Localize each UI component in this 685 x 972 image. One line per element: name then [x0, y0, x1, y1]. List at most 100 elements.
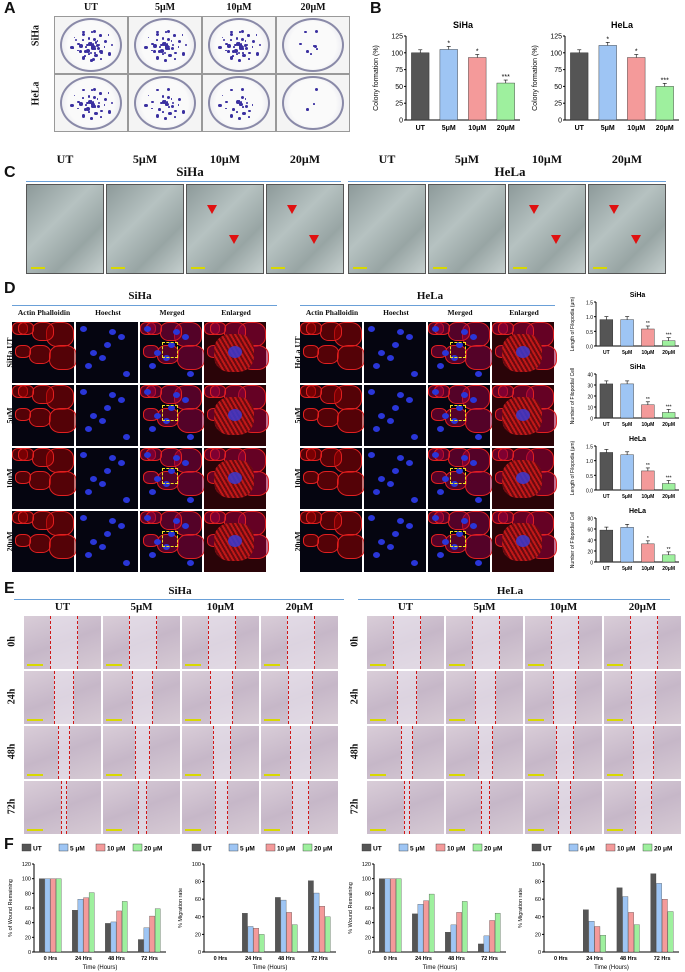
colony-dot: [229, 114, 234, 118]
y-tick-label: 100: [192, 862, 201, 868]
bar: [494, 912, 501, 953]
confocal-image: [76, 511, 138, 572]
scale-bar: [264, 719, 280, 721]
chart-title: HeLa: [629, 508, 646, 515]
cell-shape: [317, 534, 339, 553]
zoom-box: [162, 405, 178, 421]
colony-dot: [92, 95, 97, 100]
cell-shape: [32, 385, 54, 404]
nucleus-shape: [168, 342, 175, 348]
dish-plate: [208, 76, 270, 130]
red-arrow-marker: [287, 205, 297, 214]
nucleus-shape: [451, 481, 458, 487]
colony-dot: [92, 29, 97, 34]
wound-image: [367, 726, 444, 779]
bar: [149, 915, 155, 953]
colony-dot: [247, 34, 250, 37]
colony-dot: [77, 100, 80, 104]
y-tick-label: 80: [25, 891, 31, 897]
enlarged-nucleus: [516, 472, 530, 484]
colony-dot: [164, 59, 167, 62]
wound-image: [24, 616, 101, 669]
colony-dot: [82, 97, 84, 99]
nucleus-shape: [387, 418, 394, 424]
bar: [641, 543, 655, 563]
x-tick-label: 24 Hrs: [245, 956, 262, 962]
nucleus-shape: [397, 329, 404, 335]
cell-shape: [15, 471, 31, 484]
colony-dot: [239, 31, 241, 33]
dish-plate: [282, 18, 344, 72]
bar: [395, 878, 402, 953]
colony-dot: [151, 107, 153, 110]
scale-bar: [106, 664, 122, 666]
nucleus-shape: [378, 539, 385, 545]
bar: [661, 483, 676, 491]
y-tick-label: 80: [365, 891, 371, 897]
enlarged-nucleus: [228, 535, 242, 547]
nucleus-shape: [475, 497, 482, 503]
nucleus-shape: [442, 539, 449, 545]
colony-dot: [153, 50, 156, 53]
wound-gap: [215, 781, 228, 834]
bar: [622, 896, 629, 953]
colony-dot: [79, 50, 82, 53]
scale-bar: [106, 829, 122, 831]
colony-dot: [103, 46, 106, 48]
wound-gap: [291, 781, 310, 834]
nucleus-shape: [470, 397, 477, 403]
colony-dot: [181, 52, 186, 56]
significance-label: *: [606, 36, 609, 43]
bar: [55, 878, 62, 953]
panel-d-hela-line: [300, 305, 555, 306]
wound-gap: [474, 671, 497, 724]
nucleus-shape: [411, 434, 418, 440]
dish-plate: [282, 76, 344, 130]
panel-e-condition-label: 20μM: [285, 601, 314, 613]
colony-dot: [184, 43, 188, 47]
colony-dot: [313, 103, 315, 105]
cell-shape: [177, 471, 205, 496]
legend-label: UT: [203, 846, 212, 853]
nucleus-shape: [475, 371, 482, 377]
wound-gap: [392, 616, 421, 669]
wound-gap: [128, 616, 157, 669]
y-tick-label: 0: [28, 950, 31, 956]
x-tick-label: UT: [416, 125, 426, 132]
colony-dot: [91, 31, 93, 33]
y-tick-label: 0.5: [586, 474, 593, 480]
colony-dish-image: [202, 16, 276, 74]
wound-image: [103, 616, 180, 669]
colony-siha-chart: SiHa 0 25 50 75 100 125 Colony formation (%) UT *…: [373, 20, 520, 132]
panel-d-column-label: Enlarged: [221, 308, 251, 317]
y-tick-label: 80: [535, 880, 541, 886]
y-axis-label: % Wound Remaining: [348, 882, 354, 934]
bar: [598, 45, 617, 121]
bar: [600, 935, 606, 953]
nucleus-shape: [392, 405, 399, 411]
nucleus-shape: [475, 560, 482, 566]
colony-dot: [227, 50, 230, 53]
colony-dot: [242, 53, 246, 58]
zoom-box: [162, 531, 178, 547]
x-tick-label: 5μM: [622, 494, 632, 500]
x-tick-label: UT: [603, 566, 610, 572]
nucleus-shape: [154, 413, 161, 419]
nucleus-shape: [437, 426, 444, 432]
x-tick-label: UT: [603, 494, 610, 500]
significance-label: **: [646, 397, 650, 403]
confocal-image: [492, 511, 557, 572]
cell-shape: [49, 471, 77, 496]
legend-swatch: [191, 843, 202, 852]
nucleus-shape: [99, 544, 106, 550]
x-tick-label: 0 Hrs: [384, 956, 398, 962]
scale-bar: [111, 267, 125, 269]
phase-contrast-image: [428, 184, 506, 274]
wound-image: [261, 671, 338, 724]
colony-dot: [174, 58, 176, 60]
legend-swatch: [531, 843, 542, 852]
y-tick-label: 75: [395, 67, 403, 74]
colony-dot: [171, 101, 175, 105]
panel-c-condition-label: 5μM: [454, 152, 480, 166]
phase-contrast-image: [186, 184, 264, 274]
